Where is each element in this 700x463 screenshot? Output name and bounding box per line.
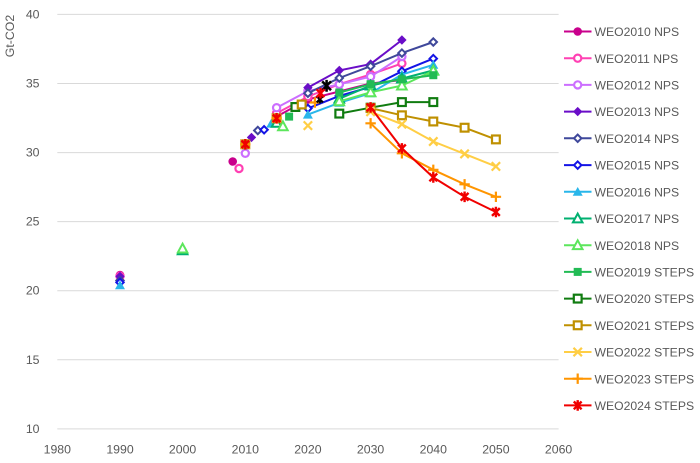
svg-text:40: 40 xyxy=(26,7,40,21)
svg-text:WEO2016 NPS: WEO2016 NPS xyxy=(595,185,680,199)
svg-text:15: 15 xyxy=(26,353,40,367)
svg-text:WEO2015 NPS: WEO2015 NPS xyxy=(595,159,680,173)
svg-text:2050: 2050 xyxy=(482,443,510,457)
svg-text:20: 20 xyxy=(26,284,40,298)
svg-text:WEO2022 STEPS: WEO2022 STEPS xyxy=(595,346,695,360)
svg-text:10: 10 xyxy=(26,422,40,436)
svg-text:2000: 2000 xyxy=(169,443,197,457)
svg-text:1980: 1980 xyxy=(44,443,72,457)
svg-text:WEO2018 NPS: WEO2018 NPS xyxy=(595,239,680,253)
svg-text:2030: 2030 xyxy=(357,443,385,457)
svg-text:WEO2011 NPS: WEO2011 NPS xyxy=(595,52,679,66)
svg-text:WEO2017 NPS: WEO2017 NPS xyxy=(595,212,680,226)
svg-text:2060: 2060 xyxy=(545,443,573,457)
svg-text:Gt-CO2: Gt-CO2 xyxy=(3,15,17,58)
svg-text:30: 30 xyxy=(26,146,40,160)
svg-text:WEO2021 STEPS: WEO2021 STEPS xyxy=(595,319,695,333)
svg-text:2020: 2020 xyxy=(294,443,322,457)
svg-text:1990: 1990 xyxy=(106,443,134,457)
svg-text:WEO2014 NPS: WEO2014 NPS xyxy=(595,132,680,146)
svg-text:WEO2010 NPS: WEO2010 NPS xyxy=(595,25,680,39)
svg-text:25: 25 xyxy=(26,215,40,229)
svg-text:WEO2013 NPS: WEO2013 NPS xyxy=(595,105,680,119)
svg-text:WEO2019 STEPS: WEO2019 STEPS xyxy=(595,266,695,280)
svg-text:35: 35 xyxy=(26,77,40,91)
svg-text:2040: 2040 xyxy=(420,443,448,457)
svg-text:WEO2020 STEPS: WEO2020 STEPS xyxy=(595,292,695,306)
svg-text:WEO2012 NPS: WEO2012 NPS xyxy=(595,79,680,93)
svg-text:WEO2024 STEPS: WEO2024 STEPS xyxy=(595,399,695,413)
svg-text:WEO2023 STEPS: WEO2023 STEPS xyxy=(595,372,695,386)
svg-text:2010: 2010 xyxy=(232,443,260,457)
